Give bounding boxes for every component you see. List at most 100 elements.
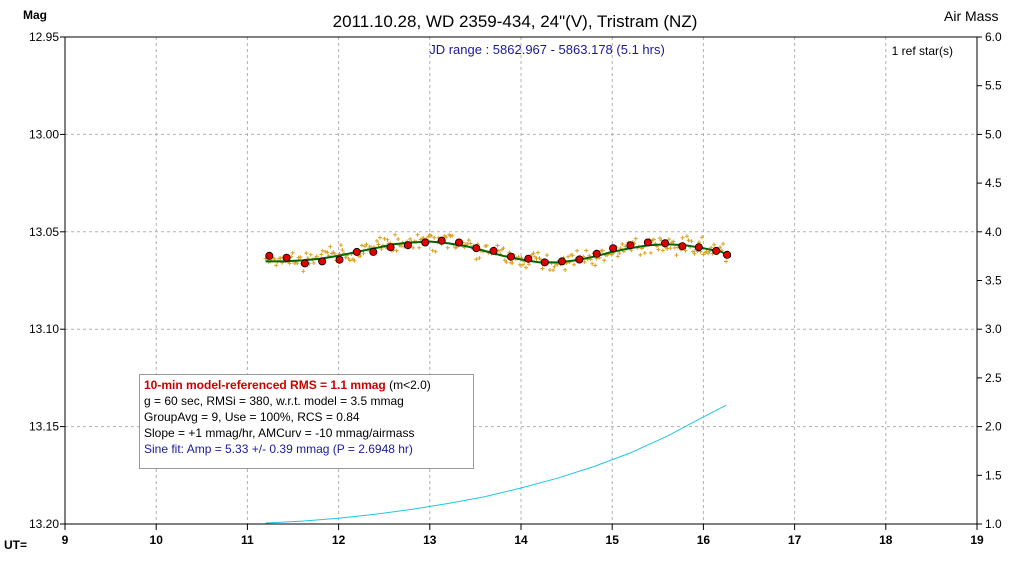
raw-point	[680, 235, 685, 240]
rms-suffix: (m<2.0)	[389, 378, 431, 392]
raw-point	[527, 262, 531, 267]
chart-title: 2011.10.28, WD 2359-434, 24"(V), Tristra…	[333, 12, 698, 31]
raw-point	[411, 245, 416, 250]
raw-point	[272, 257, 277, 261]
group-average-point	[506, 252, 515, 261]
raw-point	[274, 263, 279, 268]
rms-text: 10-min model-referenced RMS = 1.1 mmag	[144, 378, 386, 392]
raw-point	[563, 267, 568, 272]
group-average-point	[300, 259, 309, 268]
raw-point	[582, 260, 587, 264]
x-tick-label: 10	[150, 533, 164, 547]
group-average-point	[524, 254, 533, 263]
y-tick-label: 13.00	[29, 127, 59, 141]
raw-point	[484, 243, 489, 248]
raw-point	[724, 259, 729, 264]
y2-tick-label: 1.0	[985, 517, 1002, 531]
raw-point	[656, 247, 661, 252]
raw-point	[617, 251, 622, 255]
stats-line-4: Slope = +1 mmag/hr, AMCurv = -10 mmag/ai…	[144, 426, 415, 440]
raw-point	[691, 249, 695, 254]
group-average-point	[489, 246, 498, 255]
raw-point	[602, 258, 607, 263]
y2-tick-label: 5.5	[985, 79, 1002, 93]
x-tick-label: 19	[970, 533, 984, 547]
raw-point	[651, 237, 656, 242]
raw-point	[396, 237, 401, 241]
raw-point	[712, 242, 717, 247]
y-tick-label: 12.95	[29, 30, 59, 44]
raw-point	[332, 251, 337, 256]
raw-point	[683, 248, 688, 253]
raw-point	[301, 269, 306, 274]
raw-point	[394, 248, 399, 253]
raw-point	[290, 250, 295, 255]
group-average-point	[454, 238, 463, 247]
raw-point	[338, 243, 343, 248]
raw-point	[468, 241, 473, 246]
group-average-point	[558, 257, 567, 266]
group-average-point	[282, 253, 291, 262]
raw-point	[364, 242, 369, 247]
raw-point	[545, 253, 549, 258]
raw-point	[721, 241, 726, 246]
group-average-point	[626, 241, 635, 250]
raw-point	[376, 242, 381, 247]
raw-point	[584, 248, 589, 253]
raw-point	[521, 262, 525, 267]
raw-point	[352, 258, 357, 263]
group-average-point	[472, 244, 481, 253]
raw-point	[510, 260, 515, 265]
raw-point	[385, 237, 390, 242]
raw-point	[590, 261, 595, 266]
raw-point	[466, 238, 471, 243]
stats-line-3: GroupAvg = 9, Use = 100%, RCS = 0.84	[144, 410, 360, 424]
airmass-curve	[265, 404, 727, 524]
raw-point	[378, 235, 382, 240]
raw-point	[417, 245, 422, 250]
raw-point	[328, 244, 333, 249]
raw-point	[319, 252, 324, 257]
raw-point	[686, 238, 691, 243]
raw-point	[620, 242, 625, 246]
group-average-point	[369, 247, 378, 256]
raw-point	[314, 254, 319, 259]
left-axis-label: Mag	[23, 8, 47, 22]
raw-point	[642, 251, 647, 255]
x-tick-label: 15	[606, 533, 620, 547]
rms-line: 10-min model-referenced RMS = 1.1 mmag (…	[144, 377, 473, 393]
raw-point	[600, 248, 605, 253]
airmass-line	[265, 404, 727, 524]
raw-point	[450, 233, 455, 238]
group-average-point	[575, 255, 584, 264]
raw-point	[718, 245, 723, 250]
raw-point	[375, 239, 379, 243]
raw-point	[660, 248, 665, 253]
group-average-point	[712, 246, 721, 255]
raw-point	[700, 235, 704, 240]
group-average-point	[723, 250, 732, 259]
group-average-points	[265, 236, 732, 268]
raw-point	[298, 255, 303, 260]
raw-point	[674, 253, 679, 258]
raw-point	[689, 239, 694, 244]
x-tick-label: 17	[788, 533, 802, 547]
raw-point	[593, 263, 598, 268]
raw-point	[415, 232, 420, 237]
raw-point	[359, 243, 364, 248]
group-average-point	[265, 251, 274, 260]
x-tick-label: 11	[241, 533, 254, 547]
y-tick-label: 13.10	[29, 322, 59, 336]
raw-point	[638, 252, 643, 257]
y2-tick-label: 1.5	[985, 468, 1002, 482]
raw-point	[295, 261, 300, 266]
raw-point	[551, 268, 556, 273]
raw-point	[477, 256, 482, 260]
sine-fit-line: Sine fit: Amp = 5.33 +/- 0.39 mmag (P = …	[144, 442, 413, 456]
group-average-point	[694, 243, 703, 252]
raw-point	[444, 235, 449, 240]
x-tick-label: 13	[423, 533, 437, 547]
y-tick-label: 13.20	[29, 517, 59, 531]
group-average-point	[386, 243, 395, 252]
